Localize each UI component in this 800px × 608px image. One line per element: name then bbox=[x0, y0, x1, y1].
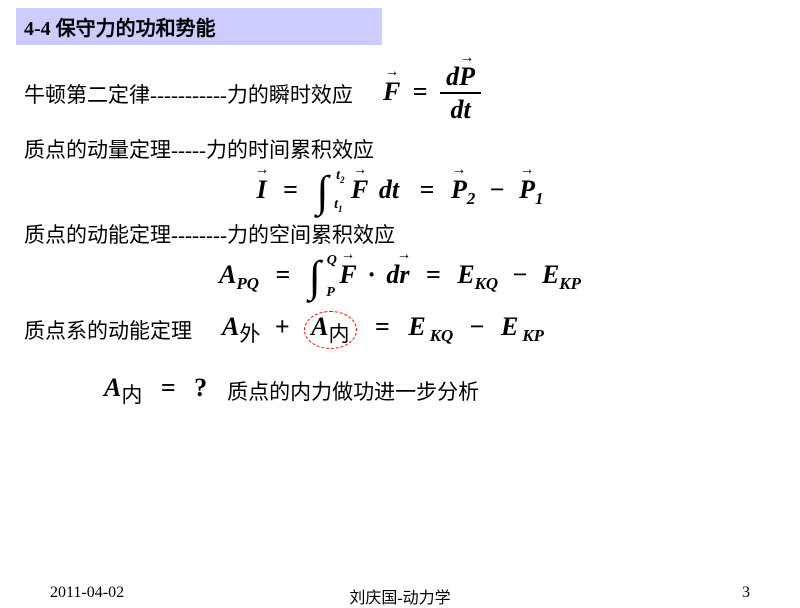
footer-author: 刘庆国-动力学 bbox=[349, 584, 450, 608]
line-momentum-theorem: 质点的动量定理-----力的时间累积效应 bbox=[24, 134, 776, 164]
text-question: 质点的内力做功进一步分析 bbox=[227, 376, 479, 406]
eq-work: APQ = ∫ Q P F · dr = EKQ − EKP bbox=[24, 259, 776, 294]
footer-date: 2011-04-02 bbox=[50, 584, 124, 602]
line-question: A内 = ? 质点的内力做功进一步分析 bbox=[104, 373, 776, 409]
eq-f-dpdt: F = dP dt bbox=[383, 63, 481, 124]
eq-a-internal-q: A内 = ? bbox=[104, 373, 207, 409]
slide-content: 牛顿第二定律-----------力的瞬时效应 F = dP dt 质点的动量定… bbox=[0, 45, 800, 409]
section-title: 4-4 保守力的功和势能 bbox=[16, 8, 382, 45]
text-kinetic: 质点的动能定理--------力的空间累积效应 bbox=[24, 219, 395, 249]
line-newton-second-law: 牛顿第二定律-----------力的瞬时效应 F = dP dt bbox=[24, 63, 776, 124]
footer-page-number: 3 bbox=[742, 584, 750, 602]
eq-system-kinetic: A外 + A内 = EKQ − EKP bbox=[222, 311, 544, 349]
text-momentum: 质点的动量定理-----力的时间累积效应 bbox=[24, 134, 374, 164]
text-system: 质点系的动能定理 bbox=[24, 315, 192, 345]
eq-impulse: I = ∫ t2 t1 F dt = P2 − P1 bbox=[24, 174, 776, 209]
a-internal-circled: A内 bbox=[304, 311, 356, 349]
text-newton: 牛顿第二定律-----------力的瞬时效应 bbox=[24, 79, 353, 109]
line-kinetic-theorem: 质点的动能定理--------力的空间累积效应 bbox=[24, 219, 776, 249]
line-system-kinetic: 质点系的动能定理 A外 + A内 = EKQ − EKP bbox=[24, 311, 776, 349]
